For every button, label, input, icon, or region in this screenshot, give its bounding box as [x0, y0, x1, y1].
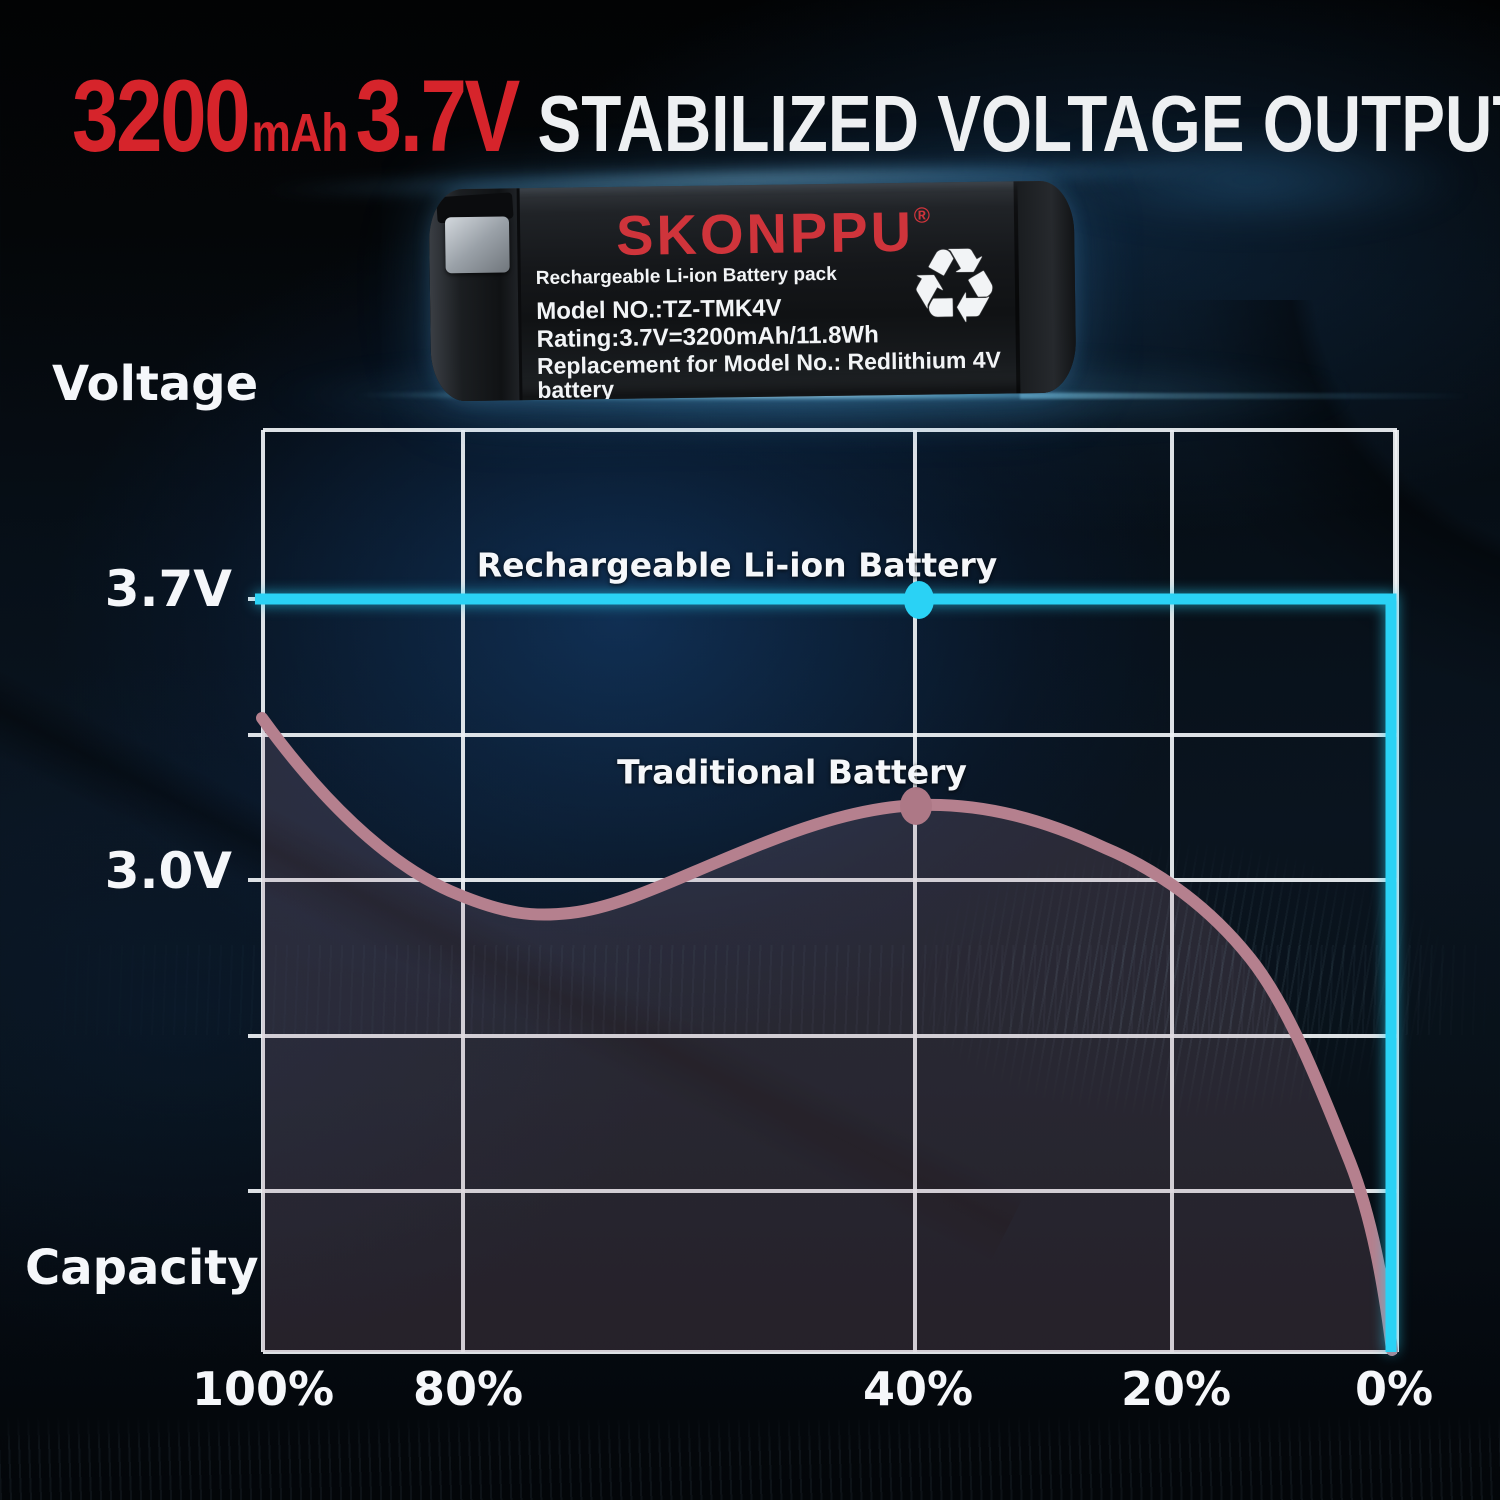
x-tick-label: 40%: [862, 1362, 974, 1416]
background-texture-bottom: [0, 1415, 1500, 1500]
battery-line-replacement: Replacement for Model No.: Redlithium 4V…: [536, 346, 1002, 402]
y-tick-label: 3.0V: [104, 842, 232, 900]
x-axis-title: Capacity: [25, 1240, 259, 1296]
x-tick-label: 100%: [191, 1362, 335, 1416]
liion-battery-line: [255, 593, 1397, 1352]
battery-product-image: SKONPPU® Rechargeable Li-ion Battery pac…: [428, 180, 1077, 402]
legend-liion-battery: Rechargeable Li-ion Battery: [476, 545, 998, 585]
page-title: 3200 mAh 3.7V STABILIZED VOLTAGE OUTPUT: [72, 58, 1500, 175]
battery-metal-contact: [444, 216, 510, 274]
title-tagline: STABILIZED VOLTAGE OUTPUT: [537, 79, 1500, 168]
traditional-battery-marker: [900, 787, 932, 825]
registered-mark: ®: [913, 202, 931, 228]
recycle-icon: ♻: [906, 224, 1002, 348]
title-capacity-value: 3200: [72, 59, 251, 173]
liion-battery-marker: [904, 581, 934, 619]
x-tick-label: 20%: [1120, 1362, 1232, 1416]
y-tick-label: 3.7V: [104, 560, 232, 618]
legend-traditional-battery: Traditional Battery: [617, 752, 967, 792]
battery-brand-name: SKONPPU: [615, 199, 915, 267]
title-capacity-unit: mAh: [251, 103, 349, 163]
title-voltage-value: 3.7V: [355, 59, 521, 173]
y-axis-title: Voltage: [52, 356, 259, 412]
x-tick-label: 0%: [1354, 1362, 1434, 1416]
x-tick-label: 80%: [412, 1362, 524, 1416]
traditional-battery-area-fill: [262, 718, 1392, 1352]
